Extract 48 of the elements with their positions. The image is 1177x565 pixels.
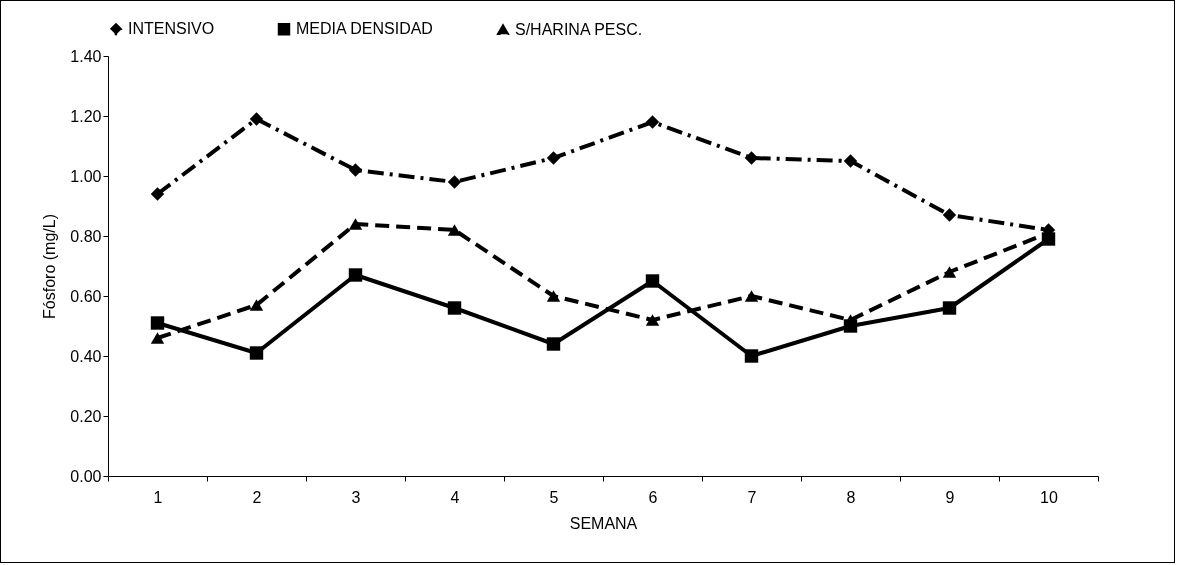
y-tick-label: 0.20 <box>70 407 102 425</box>
y-tick-label: 0.60 <box>70 287 102 305</box>
point <box>744 290 759 302</box>
y-axis-title: Fósforo (mg/L) <box>41 214 59 319</box>
point <box>942 301 957 315</box>
x-tick-label: 10 <box>1040 488 1058 506</box>
point <box>348 218 363 230</box>
point <box>249 346 264 360</box>
point <box>447 224 462 236</box>
y-tick-label: 1.00 <box>70 167 102 185</box>
y-tick-label: 1.40 <box>70 47 102 65</box>
y-tick-label: 0.80 <box>70 227 102 245</box>
point <box>546 151 561 165</box>
point <box>447 175 462 189</box>
x-tick-label: 7 <box>747 488 757 506</box>
point <box>249 299 264 311</box>
y-tick-label: 1.20 <box>70 107 102 125</box>
point <box>150 187 165 201</box>
point <box>447 301 462 315</box>
point <box>744 151 759 165</box>
point <box>249 112 264 126</box>
x-tick-label: 5 <box>549 488 559 506</box>
point <box>546 290 561 302</box>
point <box>645 115 660 129</box>
x-tick-label: 1 <box>153 488 163 506</box>
y-tick-label: 0.00 <box>70 467 102 485</box>
point <box>150 332 165 344</box>
x-tick-label: 4 <box>450 488 460 506</box>
x-tick-label: 8 <box>846 488 856 506</box>
legend-label: INTENSIVO <box>128 20 215 38</box>
point <box>348 163 363 177</box>
point <box>150 316 165 330</box>
x-tick-label: 2 <box>252 488 262 506</box>
point <box>348 268 363 282</box>
x-tick-label: 9 <box>945 488 955 506</box>
point <box>546 337 561 351</box>
point <box>645 274 660 288</box>
y-tick-label: 0.40 <box>70 347 102 365</box>
point <box>942 266 957 278</box>
x-tick-label: 3 <box>351 488 361 506</box>
x-axis-title: SEMANA <box>569 514 638 532</box>
legend-label: S/HARINA PESC. <box>515 20 643 38</box>
point <box>942 208 957 222</box>
point <box>744 349 759 363</box>
legend-label: MEDIA DENSIDAD <box>296 20 433 38</box>
x-tick-label: 6 <box>648 488 658 506</box>
point <box>843 154 858 168</box>
point <box>645 314 660 326</box>
